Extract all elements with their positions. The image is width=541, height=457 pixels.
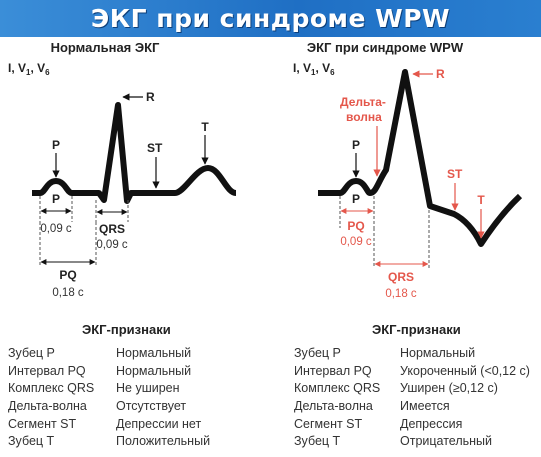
table-row: Сегмент ST Депрессии нет bbox=[8, 416, 210, 434]
feature-name: Зубец Т bbox=[8, 434, 55, 449]
wpw-delta-wave-label: Дельта-волна bbox=[340, 95, 386, 124]
table-row: Интервал PQ Нормальный bbox=[8, 363, 210, 381]
table-row: Сегмент ST Депрессия bbox=[294, 416, 530, 434]
normal-ecg-heading: Нормальная ЭКГ bbox=[51, 40, 160, 55]
normal-features-title: ЭКГ-признаки bbox=[82, 322, 171, 337]
feature-value: Не уширен bbox=[116, 381, 180, 396]
page-title: ЭКГ при синдроме WPW bbox=[90, 4, 451, 33]
wpw-ecg-heading: ЭКГ при синдроме WPW bbox=[307, 40, 464, 55]
wpw-features-title: ЭКГ-признаки bbox=[372, 322, 461, 337]
normal-p-top-label: P bbox=[52, 138, 60, 152]
feature-value: Депрессии нет bbox=[116, 416, 202, 431]
wpw-p-inner-label: P bbox=[352, 192, 360, 206]
feature-value: Нормальный bbox=[116, 363, 192, 378]
normal-p-inner-label: P bbox=[52, 192, 60, 206]
feature-name: Дельта-волна bbox=[294, 399, 373, 414]
table-row: Дельта-волна Отсутствует bbox=[8, 398, 210, 416]
feature-name: Комплекс QRS bbox=[294, 381, 381, 396]
feature-value: Уширен (≥0,12 с) bbox=[400, 381, 498, 396]
normal-st-label: ST bbox=[147, 141, 163, 155]
normal-t-label: T bbox=[201, 120, 209, 134]
wpw-qrs-label: QRS bbox=[388, 270, 414, 284]
normal-features-table: Зубец P Нормальный Интервал PQ Нормальный … bbox=[8, 345, 210, 451]
ecg-diagram: Нормальная ЭКГ I, V1, V6 R P ST T P 0,09… bbox=[8, 40, 523, 300]
wpw-leads-label: I, V1, V6 bbox=[293, 61, 335, 77]
wpw-ecg-trace bbox=[318, 69, 523, 247]
normal-pq-duration: 0,18 с bbox=[52, 287, 84, 299]
feature-value: Депрессия bbox=[400, 416, 463, 431]
wpw-features-table: Зубец P Нормальный Интервал PQ Укороченный… bbox=[294, 345, 530, 451]
wpw-st-label: ST bbox=[447, 167, 463, 181]
feature-name: Интервал PQ bbox=[8, 363, 86, 378]
feature-name: Комплекс QRS bbox=[8, 381, 95, 396]
feature-value: Отрицательный bbox=[400, 434, 493, 449]
normal-pq-label: PQ bbox=[59, 268, 76, 282]
feature-value: Укороченный (<0,12 с) bbox=[400, 363, 530, 378]
feature-name: Зубец P bbox=[8, 346, 55, 360]
feature-name: Сегмент ST bbox=[8, 416, 77, 431]
wpw-p-top-label: P bbox=[352, 138, 360, 152]
feature-value: Имеется bbox=[400, 399, 450, 414]
feature-value: Нормальный bbox=[116, 346, 192, 360]
feature-name: Зубец Т bbox=[294, 434, 341, 449]
table-row: Зубец Т Отрицательный bbox=[294, 433, 530, 451]
table-row: Зубец P Нормальный bbox=[8, 345, 210, 363]
feature-value: Отсутствует bbox=[116, 399, 187, 414]
feature-value: Нормальный bbox=[400, 346, 476, 360]
table-row: Комплекс QRS Не уширен bbox=[8, 380, 210, 398]
table-row: Зубец Т Положительный bbox=[8, 433, 210, 451]
table-row: Зубец P Нормальный bbox=[294, 345, 530, 363]
normal-qrs-label: QRS bbox=[99, 222, 125, 236]
title-banner bbox=[0, 0, 541, 37]
normal-p-duration: 0,09 с bbox=[40, 223, 72, 235]
wpw-t-label: T bbox=[477, 193, 485, 207]
wpw-pq-duration: 0,09 с bbox=[340, 236, 372, 248]
normal-leads-label: I, V1, V6 bbox=[8, 61, 50, 77]
table-row: Дельта-волна Имеется bbox=[294, 398, 530, 416]
table-row: Интервал PQ Укороченный (<0,12 с) bbox=[294, 363, 530, 381]
table-row: Комплекс QRS Уширен (≥0,12 с) bbox=[294, 380, 530, 398]
wpw-qrs-duration: 0,18 с bbox=[385, 288, 417, 300]
wpw-pq-label: PQ bbox=[347, 219, 364, 233]
feature-value: Положительный bbox=[116, 434, 211, 449]
normal-ecg-trace bbox=[32, 102, 237, 204]
feature-name: Зубец P bbox=[294, 346, 341, 360]
feature-name: Дельта-волна bbox=[8, 399, 87, 414]
feature-name: Интервал PQ bbox=[294, 363, 372, 378]
feature-name: Сегмент ST bbox=[294, 416, 363, 431]
normal-r-label: R bbox=[146, 90, 155, 104]
normal-qrs-duration: 0,09 с bbox=[96, 239, 128, 251]
wpw-r-label: R bbox=[436, 67, 445, 81]
